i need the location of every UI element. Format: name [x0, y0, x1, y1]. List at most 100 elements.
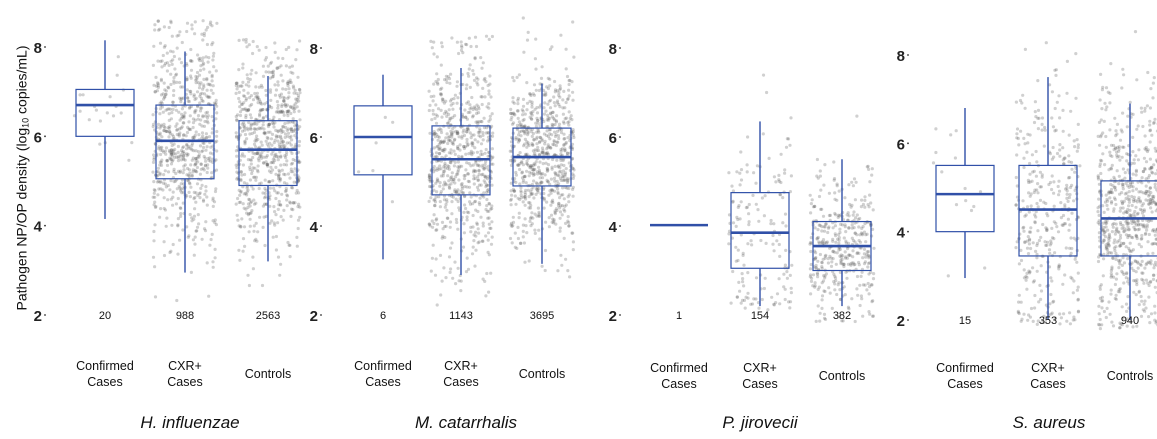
data-point [444, 202, 448, 207]
data-point [479, 142, 484, 146]
data-point [238, 100, 242, 104]
data-point [458, 164, 462, 168]
data-point [475, 81, 479, 85]
data-point [283, 122, 287, 126]
data-point [1145, 190, 1149, 194]
data-point [464, 115, 468, 119]
data-point [189, 68, 194, 72]
data-point [811, 205, 816, 209]
data-point [1134, 259, 1138, 264]
data-point [1147, 193, 1152, 197]
data-point [815, 271, 820, 275]
data-point [162, 173, 166, 177]
data-point [173, 179, 177, 183]
y-tick-mark [907, 142, 909, 145]
data-point [185, 63, 189, 67]
data-point [820, 240, 824, 244]
data-point [206, 82, 210, 86]
data-point [813, 204, 817, 208]
data-point [254, 139, 258, 143]
data-point [165, 129, 169, 134]
data-point [195, 77, 199, 81]
data-point [520, 176, 525, 180]
data-point [279, 136, 283, 140]
data-point [543, 248, 548, 253]
data-point [292, 107, 296, 111]
data-point [179, 97, 183, 102]
data-point [485, 190, 489, 194]
data-point [1148, 106, 1152, 110]
data-point [1015, 153, 1019, 157]
data-point [1118, 321, 1122, 325]
data-point [78, 109, 82, 113]
data-point [254, 175, 258, 179]
data-point [243, 139, 247, 143]
data-point [201, 63, 205, 67]
data-point [159, 77, 163, 81]
data-point [866, 250, 871, 254]
data-point [297, 109, 301, 113]
data-point [1135, 200, 1139, 204]
data-point [179, 61, 184, 65]
data-point [1105, 247, 1110, 252]
data-point [523, 203, 527, 207]
data-point [525, 81, 529, 85]
data-point [1062, 156, 1066, 160]
data-point [1148, 167, 1152, 171]
data-point [1138, 207, 1142, 211]
data-point [749, 302, 753, 306]
data-point [450, 133, 454, 137]
data-point [442, 112, 446, 116]
data-point [564, 203, 568, 207]
data-point [442, 169, 446, 173]
data-point [443, 166, 447, 170]
data-point [187, 168, 191, 172]
data-point [487, 37, 491, 42]
data-point [550, 45, 554, 49]
data-point [491, 155, 495, 159]
data-point [1128, 320, 1133, 324]
data-point [286, 81, 290, 85]
data-point [215, 104, 219, 108]
data-point [166, 183, 170, 188]
data-point [202, 67, 206, 71]
data-point [1112, 246, 1116, 250]
data-point [484, 175, 488, 180]
data-point [291, 71, 295, 75]
data-point [855, 233, 859, 237]
data-point [245, 190, 249, 194]
data-point [1126, 168, 1130, 172]
data-point [521, 113, 525, 117]
data-point [211, 58, 215, 62]
data-point [163, 126, 167, 130]
data-point [475, 120, 480, 124]
data-point [516, 98, 520, 102]
data-point [241, 38, 246, 42]
data-point [191, 238, 195, 242]
data-point [851, 261, 856, 265]
data-point [528, 206, 533, 210]
data-point [208, 22, 212, 26]
data-point [464, 115, 468, 119]
data-point [1132, 279, 1136, 283]
data-point [540, 146, 545, 150]
data-point [817, 285, 822, 289]
data-point [822, 312, 827, 316]
data-point [486, 154, 490, 158]
data-point [548, 77, 552, 81]
data-point [549, 191, 553, 195]
data-point [244, 97, 249, 101]
data-point [158, 163, 162, 167]
data-point [833, 274, 837, 278]
data-point [852, 263, 856, 267]
data-point [523, 195, 527, 199]
data-point [531, 163, 536, 167]
data-point [245, 126, 249, 130]
data-point [487, 253, 491, 257]
data-point [152, 153, 156, 157]
data-point [736, 258, 740, 263]
data-point [518, 151, 522, 155]
data-point [190, 142, 195, 146]
data-point [821, 238, 826, 242]
data-point [168, 124, 172, 128]
